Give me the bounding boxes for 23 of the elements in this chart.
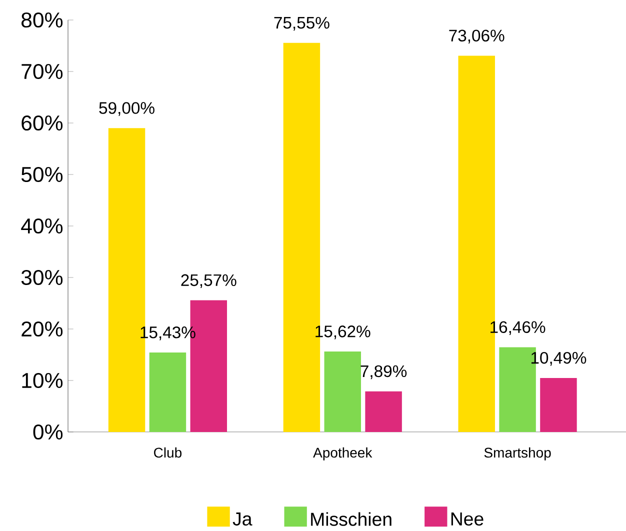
bar <box>540 378 577 432</box>
legend-label: Nee <box>451 512 484 526</box>
x-tick-label: Apotheek <box>313 447 372 460</box>
data-label: 75,55% <box>274 16 330 31</box>
data-label: 25,57% <box>181 274 236 288</box>
y-tick-label: 20% <box>22 321 63 337</box>
legend-label: Ja <box>232 512 252 526</box>
legend-label: Misschien <box>311 512 392 526</box>
bar <box>365 391 402 432</box>
y-tick-label: 70% <box>22 64 63 80</box>
y-tick-label: 0% <box>33 424 63 440</box>
y-tick-label: 80% <box>22 12 63 28</box>
y-tick-label: 40% <box>21 218 63 234</box>
y-tick-label: 60% <box>22 115 63 131</box>
bar <box>149 352 186 432</box>
y-tick-label: 30% <box>21 270 63 286</box>
y-tick-label: 50% <box>21 166 63 182</box>
y-tick-label: 10% <box>22 372 63 388</box>
x-tick-label: Club <box>154 447 182 458</box>
x-tick-label: Smartshop <box>484 447 551 460</box>
bar <box>324 352 361 432</box>
data-label: 59,00% <box>99 102 154 116</box>
data-label: 73,06% <box>449 30 504 44</box>
